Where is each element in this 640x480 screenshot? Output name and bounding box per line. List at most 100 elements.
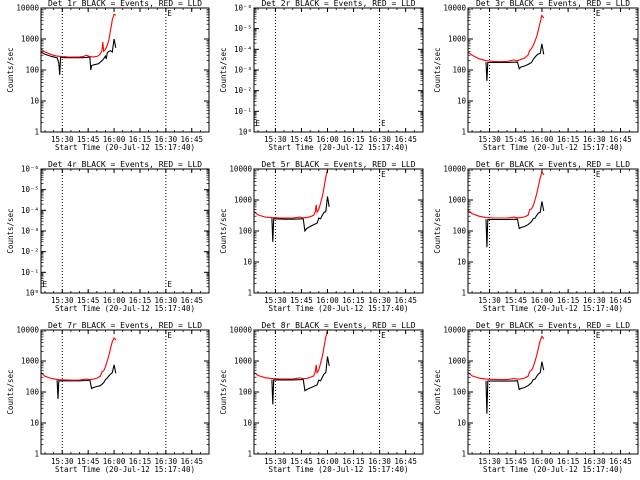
x-tick-label: 16:15 (557, 296, 580, 305)
y-axis-label: Counts/sec (219, 47, 228, 92)
chart-title: Det 7r BLACK = Events, RED = LLD (48, 321, 202, 330)
lld-series-line (467, 170, 545, 219)
y-tick-label: 1000 (448, 357, 467, 366)
marker-label: E (381, 331, 386, 340)
y-tick-label: 10 (243, 419, 253, 428)
y-tick-label: 10 (457, 97, 467, 106)
plot-frame (467, 329, 639, 455)
x-tick-label: 15:45 (290, 135, 313, 144)
y-tick-label: 10⁻⁴ (21, 206, 39, 215)
y-tick-label: 10⁻⁶ (21, 165, 39, 174)
marker-label: E (167, 280, 172, 289)
y-tick-label: 100 (25, 388, 39, 397)
chart-title: Det 4r BLACK = Events, RED = LLD (48, 160, 202, 169)
plot-frame (467, 7, 639, 133)
x-tick-label: 16:00 (316, 457, 339, 466)
y-tick-label: 1 (461, 289, 466, 298)
y-tick-label: 1 (461, 128, 466, 137)
plot-frame (467, 168, 639, 294)
x-tick-label: 16:45 (394, 296, 417, 305)
x-tick-label: 16:15 (342, 457, 365, 466)
y-tick-label: 1 (247, 289, 252, 298)
lld-series-line (467, 335, 545, 381)
y-tick-label: 10⁻² (21, 247, 39, 256)
chart-title: Det 9r BLACK = Events, RED = LLD (476, 321, 630, 330)
x-tick-label: 16:30 (583, 296, 606, 305)
chart-panel: Det 6r BLACK = Events, RED = LLD 15:30 15:… (433, 160, 639, 313)
lld-series-line (40, 13, 117, 58)
y-tick-label: 10⁻³ (234, 66, 252, 75)
x-tick-label: 15:45 (290, 296, 313, 305)
x-tick-label: 15:30 (264, 296, 287, 305)
y-tick-label: 1 (461, 450, 466, 459)
chart-title: Det 1r BLACK = Events, RED = LLD (48, 0, 202, 8)
y-tick-label: 100 (452, 66, 466, 75)
x-tick-label: 15:30 (478, 135, 501, 144)
x-tick-label: 16:15 (129, 135, 152, 144)
y-axis-label: Counts/sec (6, 208, 15, 253)
x-tick-label: 16:45 (394, 135, 417, 144)
x-axis-label: Start Time (20-Jul-12 15:17:40) (269, 143, 409, 152)
plot-frame (40, 329, 210, 455)
x-tick-label: 16:15 (129, 296, 152, 305)
y-tick-label: 100 (25, 66, 39, 75)
x-tick-label: 15:30 (264, 135, 287, 144)
plot-frame (40, 168, 210, 294)
x-tick-label: 16:00 (103, 296, 126, 305)
y-axis-label: Counts/sec (219, 369, 228, 414)
chart-panel: Det 2r BLACK = Events, RED = LLD 15:30 15:… (219, 0, 424, 152)
x-tick-label: 16:30 (368, 296, 391, 305)
y-tick-label: 1000 (448, 196, 467, 205)
y-tick-label: 1000 (21, 357, 40, 366)
chart-panel: Det 8r BLACK = Events, RED = LLD 15:30 15:… (219, 321, 424, 474)
y-tick-label: 10000 (229, 165, 252, 174)
x-axis-label: Start Time (20-Jul-12 15:17:40) (55, 304, 195, 313)
y-tick-label: 10000 (229, 326, 252, 335)
events-series-line (40, 38, 117, 75)
x-tick-label: 16:15 (342, 296, 365, 305)
y-tick-label: 10⁻⁶ (234, 4, 252, 13)
x-axis-label: Start Time (20-Jul-12 15:17:40) (483, 304, 623, 313)
y-tick-label: 10000 (16, 4, 39, 13)
y-tick-label: 1 (34, 128, 39, 137)
y-tick-label: 10000 (443, 326, 466, 335)
x-tick-label: 16:15 (342, 135, 365, 144)
x-tick-label: 16:30 (368, 457, 391, 466)
plot-frame (40, 7, 210, 133)
x-tick-label: 16:45 (609, 135, 632, 144)
y-tick-label: 10⁻² (234, 86, 252, 95)
y-tick-label: 10⁻¹ (234, 107, 252, 116)
y-axis-label: Counts/sec (433, 208, 442, 253)
chart-panel: Det 5r BLACK = Events, RED = LLD 15:30 15:… (219, 160, 424, 313)
chart-panel: Det 9r BLACK = Events, RED = LLD 15:30 15:… (433, 321, 639, 474)
x-tick-label: 15:45 (504, 135, 527, 144)
y-tick-label: 1 (34, 450, 39, 459)
x-tick-label: 15:45 (290, 457, 313, 466)
x-axis-label: Start Time (20-Jul-12 15:17:40) (55, 465, 195, 474)
x-tick-label: 16:45 (609, 296, 632, 305)
chart-panel: Det 3r BLACK = Events, RED = LLD 15:30 15:… (433, 0, 639, 152)
y-tick-label: 10000 (443, 4, 466, 13)
x-tick-label: 16:15 (557, 457, 580, 466)
y-tick-label: 10 (30, 419, 40, 428)
x-axis-label: Start Time (20-Jul-12 15:17:40) (269, 304, 409, 313)
y-tick-label: 10⁻⁵ (234, 24, 252, 33)
events-series-line (56, 364, 117, 399)
chart-title: Det 2r BLACK = Events, RED = LLD (261, 0, 415, 8)
x-tick-label: 16:30 (155, 296, 178, 305)
chart-title: Det 6r BLACK = Events, RED = LLD (476, 160, 630, 169)
chart-title: Det 5r BLACK = Events, RED = LLD (261, 160, 415, 169)
x-tick-label: 16:30 (155, 135, 178, 144)
x-tick-label: 15:45 (77, 457, 100, 466)
y-tick-label: 1000 (21, 35, 40, 44)
lld-series-line (40, 337, 117, 381)
lld-series-line (467, 13, 545, 63)
marker-label: E (43, 280, 48, 289)
x-tick-label: 16:00 (316, 135, 339, 144)
y-tick-label: 10 (243, 258, 253, 267)
chart-panel: Det 4r BLACK = Events, RED = LLD 15:30 15:… (6, 160, 210, 313)
x-tick-label: 16:00 (531, 457, 554, 466)
x-axis-label: Start Time (20-Jul-12 15:17:40) (483, 465, 623, 474)
y-tick-label: 1000 (234, 357, 253, 366)
